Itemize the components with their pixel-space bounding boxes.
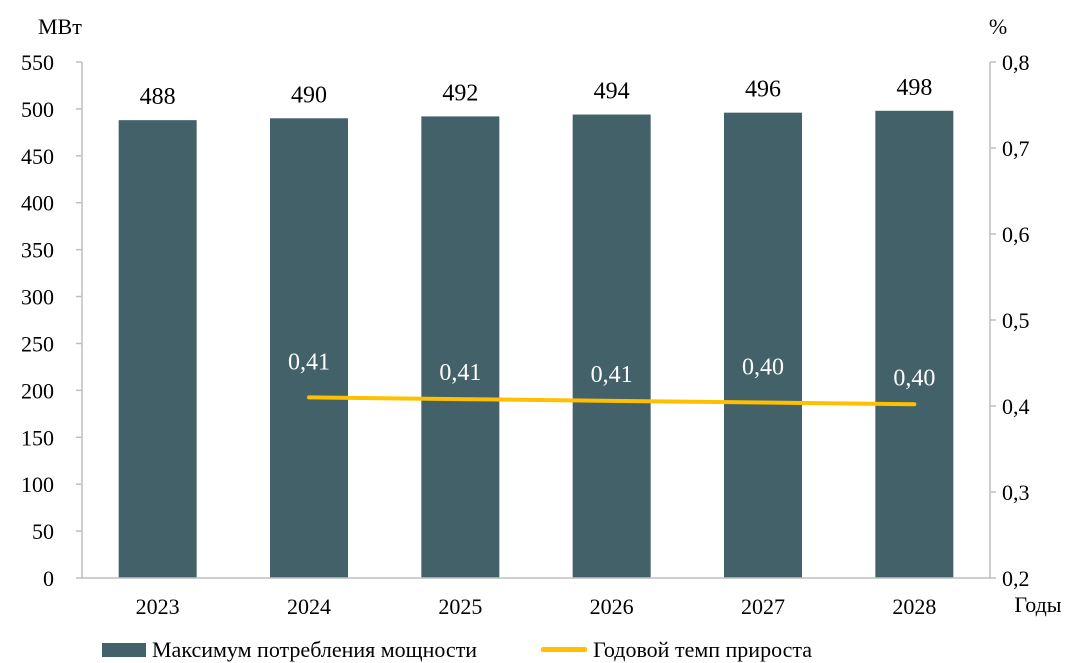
bar [118,120,197,579]
left-axis-unit: МВт [38,14,82,39]
left-tick-label: 250 [21,331,54,356]
data-labels: 488 490 492 494 496 498 0,41 0,41 0,41 0,40 0,40 [140,75,936,391]
right-tick-label: 0,7 [1002,136,1030,161]
right-tick-label: 0,4 [1002,394,1030,419]
x-tick-label: 2023 [136,594,180,619]
legend: Максимум потребления мощности Годовой те… [102,636,812,663]
left-tick-label: 450 [21,144,54,169]
legend-item-bars: Максимум потребления мощности [102,637,477,663]
right-tick-label: 0,2 [1002,566,1030,591]
left-tick-label: 350 [21,238,54,263]
left-tick-label: 50 [32,519,54,544]
legend-line-swatch [541,647,588,652]
left-axis: 0 50 100 150 200 250 300 350 400 450 500 550 [21,50,83,591]
x-tick-label: 2028 [892,594,936,619]
bar [421,116,500,578]
line-value-label: 0,40 [893,365,935,391]
bar [875,110,954,578]
legend-bar-label: Максимум потребления мощности [152,636,478,662]
right-tick-label: 0,5 [1002,308,1030,333]
right-tick-label: 0,3 [1002,480,1030,505]
growth-rate-line [307,395,917,407]
legend-bar-swatch [102,642,146,657]
left-tick-label: 500 [21,97,54,122]
line-value-label: 0,41 [591,362,633,388]
bar-series [118,110,954,579]
line-series [307,395,917,407]
line-value-label: 0,41 [439,360,481,386]
bar-value-label: 490 [291,82,327,108]
legend-line-label: Годовой темп прироста [593,636,813,662]
x-tick-label: 2025 [438,594,482,619]
line-value-label: 0,40 [742,355,784,381]
line-value-label: 0,41 [288,349,330,375]
bar [270,118,348,579]
bar-value-label: 494 [594,79,630,105]
left-tick-label: 550 [21,50,54,75]
bar-value-label: 488 [140,84,176,110]
bar-value-label: 492 [442,80,478,106]
left-tick-label: 100 [21,472,54,497]
left-tick-label: 200 [21,378,54,403]
bar [724,112,802,579]
x-axis-title: Годы [1014,592,1061,617]
bar-value-label: 496 [745,77,781,103]
right-axis: 0,2 0,3 0,4 0,5 0,6 0,7 0,8 [989,50,1030,591]
right-tick-label: 0,8 [1002,50,1030,75]
x-tick-label: 2024 [287,594,331,619]
left-tick-label: 150 [21,425,54,450]
left-tick-label: 400 [21,191,54,216]
x-axis: 2023 2024 2025 2026 2027 2028 [82,577,990,619]
right-axis-unit: % [989,14,1007,39]
legend-item-line: Годовой темп прироста [541,637,812,663]
x-tick-label: 2026 [590,594,634,619]
bar [572,114,651,579]
x-tick-label: 2027 [741,594,785,619]
bar-value-label: 498 [896,75,932,101]
right-tick-label: 0,6 [1002,222,1030,247]
left-tick-label: 0 [43,566,54,591]
left-tick-label: 300 [21,285,54,310]
